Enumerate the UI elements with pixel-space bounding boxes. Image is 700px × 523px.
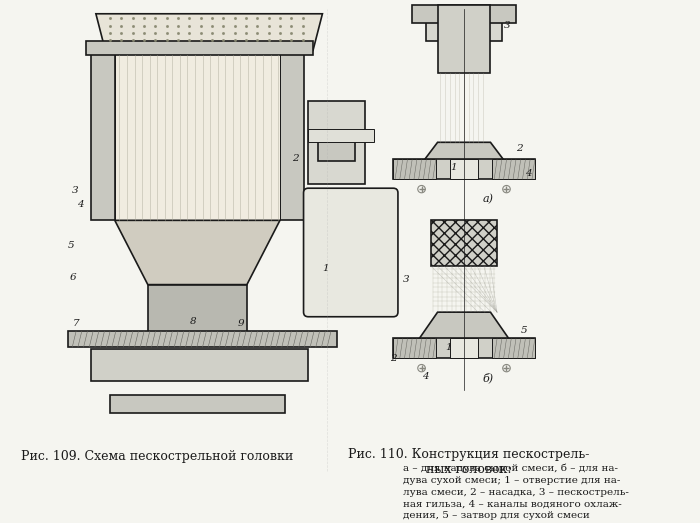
Text: Рис. 109. Схема пескострельной головки: Рис. 109. Схема пескострельной головки [21,450,293,463]
Text: 1: 1 [323,264,329,273]
Bar [431,220,497,266]
Bar [426,9,502,41]
Bar [68,331,337,347]
Text: 3: 3 [504,20,510,29]
Text: 8: 8 [190,317,197,326]
FancyBboxPatch shape [304,188,398,317]
Bar [438,5,491,73]
Text: 2: 2 [391,354,397,363]
Polygon shape [416,142,511,170]
Bar [308,129,374,142]
Bar [393,338,535,358]
Text: 9: 9 [237,319,244,328]
Text: 1: 1 [445,343,452,352]
Text: 2: 2 [292,154,299,163]
Text: 4: 4 [526,169,532,178]
Bar [91,51,115,220]
Text: 7: 7 [72,319,79,328]
Text: 4: 4 [421,372,428,381]
Text: 1: 1 [450,163,456,172]
Text: 2: 2 [516,144,523,153]
Text: Рис. 110. Конструкция пескострель-
ных головок:: Рис. 110. Конструкция пескострель- ных г… [348,448,589,476]
Bar [450,159,478,179]
Text: 5: 5 [521,326,527,335]
Text: 5: 5 [68,241,74,250]
Text: 6: 6 [69,273,76,282]
Text: а – для надува сырой смеси, б – для на-
дува сухой смеси; 1 – отверстие для на-
: а – для надува сырой смеси, б – для на- … [402,463,629,520]
Bar [450,338,478,358]
Polygon shape [96,14,323,51]
Bar [148,285,247,335]
Polygon shape [412,312,516,349]
Bar [115,51,280,220]
Polygon shape [115,220,280,285]
Bar [308,101,365,184]
Bar [412,5,516,23]
Text: а): а) [483,194,494,204]
Bar [393,338,435,358]
Text: б): б) [483,372,494,383]
Bar [86,41,313,55]
Text: 4: 4 [77,200,83,209]
Bar [110,395,285,413]
Bar [393,159,535,179]
Bar [91,349,308,381]
Text: 3: 3 [72,186,79,195]
Bar [492,159,535,179]
Bar [318,138,356,161]
Bar [492,338,535,358]
Bar [280,51,304,220]
Text: 3: 3 [402,275,409,284]
Bar [393,159,435,179]
